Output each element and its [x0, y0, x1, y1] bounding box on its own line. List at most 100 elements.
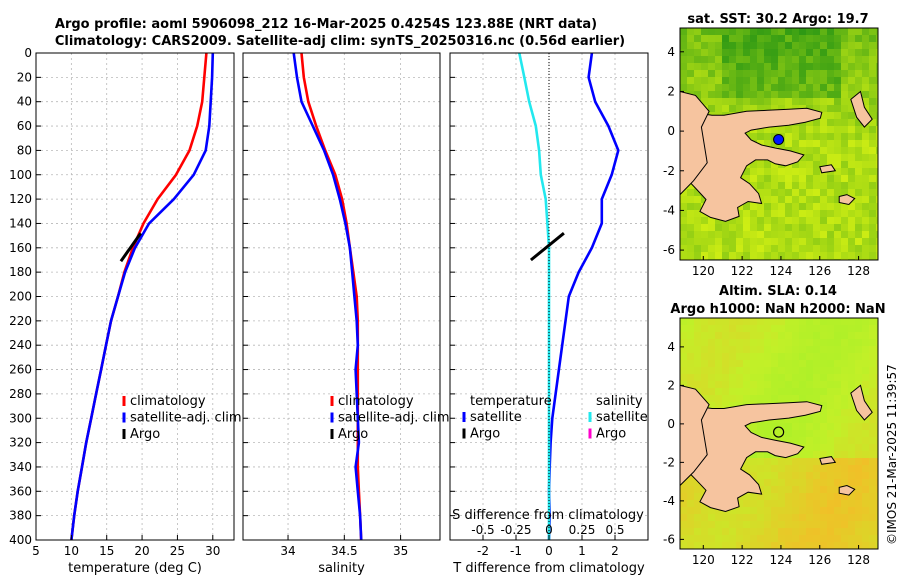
map-cell	[806, 521, 814, 529]
map-cell	[715, 252, 723, 260]
map-cell	[785, 535, 793, 543]
map-cell	[750, 231, 758, 239]
map-cell	[687, 500, 695, 508]
map-cell	[694, 367, 702, 375]
map-cell	[876, 381, 878, 389]
map-cell	[876, 451, 878, 459]
map-cell	[757, 245, 765, 253]
map-cell	[792, 500, 800, 508]
map-cell	[771, 63, 779, 71]
map-cell	[785, 507, 793, 515]
map-cell	[820, 252, 828, 260]
map-cell	[862, 430, 870, 438]
map-cell	[708, 49, 716, 57]
map-cell	[729, 35, 737, 43]
map-cell	[848, 28, 856, 36]
map-cell	[750, 388, 758, 396]
map-cell	[799, 388, 807, 396]
map-cell	[862, 437, 870, 445]
map-cell	[792, 168, 800, 176]
land-layer	[680, 384, 873, 513]
map-cell	[792, 133, 800, 141]
map-cell	[827, 535, 835, 543]
map-cell	[855, 238, 863, 246]
x-tick-label: 30	[205, 544, 220, 558]
map-cell	[792, 140, 800, 148]
map-cell	[708, 238, 716, 246]
map-cell	[757, 84, 765, 92]
figure-title-line1: Argo profile: aoml 5906098_212 16-Mar-20…	[55, 17, 597, 32]
map-cell	[778, 238, 786, 246]
map-cell	[680, 231, 688, 239]
map-cell	[855, 451, 863, 459]
map-cell	[729, 63, 737, 71]
map-cell	[729, 402, 737, 410]
map-cell	[680, 353, 688, 361]
map-cell	[869, 514, 877, 522]
map-cell	[722, 49, 730, 57]
map-cell	[848, 203, 856, 211]
map-cell	[820, 451, 828, 459]
map-cell	[848, 472, 856, 480]
map-cell	[785, 105, 793, 113]
map-cell	[743, 346, 751, 354]
x-tick-label: 124	[769, 553, 792, 567]
map-cell	[799, 63, 807, 71]
map-cell	[757, 189, 765, 197]
map-cell	[792, 28, 800, 36]
map-cell	[764, 77, 772, 85]
map-cell	[841, 493, 849, 501]
map-cell	[750, 63, 758, 71]
map-cell	[750, 203, 758, 211]
map-cell	[694, 196, 702, 204]
map-cell	[799, 325, 807, 333]
map-cell	[848, 161, 856, 169]
legend-label: Argo	[130, 427, 160, 442]
map-cell	[750, 28, 758, 36]
map-cell	[729, 245, 737, 253]
map-cell	[743, 360, 751, 368]
map-cell	[876, 147, 878, 155]
map-cell	[813, 388, 821, 396]
map-cell	[750, 168, 758, 176]
map-cell	[813, 346, 821, 354]
map-cell	[771, 189, 779, 197]
map-cell	[764, 507, 772, 515]
map-cell	[736, 98, 744, 106]
map-cell	[722, 542, 730, 549]
map-cell	[750, 217, 758, 225]
map-cell	[820, 486, 828, 494]
map-cell	[701, 486, 709, 494]
map-cell	[876, 318, 878, 326]
map-cell	[764, 63, 772, 71]
map-cell	[799, 465, 807, 473]
map-cell	[771, 430, 779, 438]
map-cell	[785, 423, 793, 431]
map-cell	[722, 98, 730, 106]
map-cell	[764, 451, 772, 459]
map-cell	[764, 84, 772, 92]
map-cell	[827, 374, 835, 382]
map-cell	[876, 507, 878, 515]
map-cell	[855, 126, 863, 134]
map-cell	[799, 77, 807, 85]
map-cell	[792, 465, 800, 473]
map-cell	[729, 353, 737, 361]
map-cell	[694, 381, 702, 389]
map-cell	[736, 535, 744, 543]
map-cell	[855, 416, 863, 424]
map-cell	[827, 514, 835, 522]
map-cell	[855, 325, 863, 333]
map-cell	[771, 465, 779, 473]
map-cell	[799, 49, 807, 57]
map-cell	[820, 126, 828, 134]
map-cell	[792, 367, 800, 375]
map-cell	[876, 70, 878, 78]
map-cell	[862, 210, 870, 218]
map-cell	[757, 105, 765, 113]
map-cell	[848, 465, 856, 473]
map-cell	[792, 42, 800, 50]
map-cell	[785, 210, 793, 218]
legend-label: climatology	[130, 394, 206, 409]
map-cell	[771, 91, 779, 99]
